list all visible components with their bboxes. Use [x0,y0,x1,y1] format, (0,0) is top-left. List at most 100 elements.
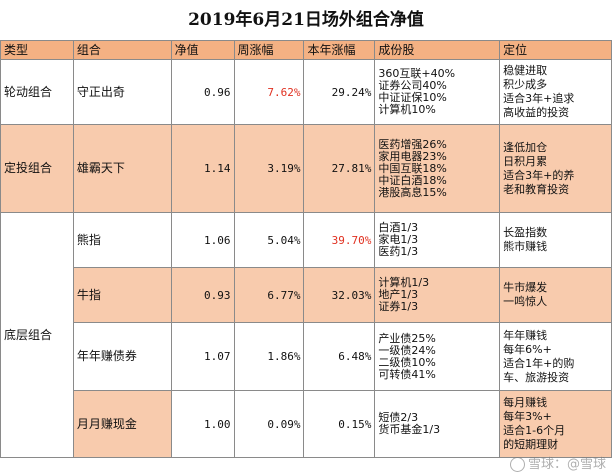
holding-item: 360互联+40% [378,67,456,80]
holding-item: 中证白酒18% [378,173,447,187]
holding-item: 货币基金1/3 [378,423,441,436]
holding-item: 医药1/3 [378,245,419,258]
nav-value: 1.06 [170,212,235,268]
ytd-change: 29.24% [303,59,376,125]
portfolio-name: 守正出奇 [72,59,172,125]
nav-value: 1.07 [170,322,235,391]
table-row: 底层组合 熊指 1.06 5.04% 39.70% 白酒1/3 家电1/3 医药… [0,212,612,458]
table-row: 牛指 0.93 6.77% 32.03% 计算机1/3 地产1/3 证券1/3 … [1,267,612,323]
nav-value: 0.96 [170,59,235,125]
holding-item: 计算机1/3 [378,276,430,289]
ytd-change: 0.15% [303,390,376,458]
header-portfolio: 组合 [72,40,172,60]
table-row: 定投组合 雄霸天下 1.14 3.19% 27.81% 医药增强26% 家用电器… [0,124,612,213]
ytd-change: 32.03% [303,267,376,323]
portfolio-name: 年年赚债券 [72,322,172,391]
holdings-cell: 短债2/3 货币基金1/3 [374,390,501,458]
week-change: 5.04% [233,212,305,268]
header-type: 类型 [0,40,74,60]
position-line: 车、旅游投资 [503,370,570,384]
position-line: 稳健进取 [503,64,548,77]
nav-value: 0.93 [170,267,235,323]
positioning-cell: 长盈指数 熊市赚钱 [499,212,612,268]
holdings-cell: 医药增强26% 家用电器23% 中国互联18% 中证白酒18% 港股高息15% [374,124,501,213]
portfolio-name: 熊指 [72,212,172,268]
positioning-cell: 逢低加仓 日积月累 适合3年+的养 老和教育投资 [499,124,612,213]
week-change: 3.19% [233,124,305,213]
holding-item: 中国互联18% [378,161,447,175]
watermark: 雪球：@雪球 [509,453,606,472]
table-row: 年年赚债券 1.07 1.86% 6.48% 产业债25% 一级债24% 二级债… [1,322,612,391]
position-line: 适合3年+的养 [503,168,575,182]
position-line: 适合1年+的购 [503,356,575,370]
ytd-change: 39.70% [303,212,376,268]
holding-item: 计算机10% [378,103,436,116]
position-line: 适合1-6个月 [503,424,566,437]
holding-item: 一级债24% [378,343,436,357]
position-line: 每年6%+ [503,342,552,356]
table-title: 2019年6月21日场外组合净值 [188,10,424,30]
positioning-cell: 牛市爆发 一鸣惊人 [499,267,612,323]
portfolio-name: 牛指 [72,267,172,323]
holding-item: 证券1/3 [378,300,419,313]
week-change: 6.77% [233,267,305,323]
holding-item: 短债2/3 [378,411,419,424]
header-week-change: 周涨幅 [233,40,305,60]
holdings-cell: 360互联+40% 证券公司40% 中证证保10% 计算机10% [374,59,501,125]
header-ytd-change: 本年涨幅 [303,40,376,60]
holding-item: 可转债41% [378,367,436,381]
positioning-cell: 年年赚钱 每年6%+ 适合1年+的购 车、旅游投资 [499,322,612,391]
holding-item: 产业债25% [378,331,436,345]
nav-value: 1.00 [170,390,235,458]
holding-item: 证券公司40% [378,79,447,92]
week-change: 7.62% [233,59,305,125]
holding-item: 港股高息15% [378,185,447,199]
table-row: 月月赚现金 1.00 0.09% 0.15% 短债2/3 货币基金1/3 每月赚… [1,390,612,458]
header-row: 类型 组合 净值 周涨幅 本年涨幅 成份股 定位 [0,40,612,60]
positioning-cell: 每月赚钱 每年3%+ 适合1-6个月 的短期理财 [499,390,612,458]
header-holdings: 成份股 [374,40,501,60]
position-line: 积少成多 [503,78,548,91]
position-line: 的短期理财 [503,438,559,451]
position-line: 每年3%+ [503,410,552,423]
position-line: 长盈指数 [503,226,548,239]
holdings-cell: 白酒1/3 家电1/3 医药1/3 [374,212,501,268]
ytd-change: 27.81% [303,124,376,213]
header-positioning: 定位 [499,40,612,60]
holding-item: 家电1/3 [378,233,419,246]
category-cell: 底层组合 [0,212,74,458]
position-line: 高收益的投资 [503,106,570,119]
position-line: 老和教育投资 [503,182,570,196]
week-change: 0.09% [233,390,305,458]
snowball-logo-icon [509,457,525,472]
portfolio-table: 类型 组合 净值 周涨幅 本年涨幅 成份股 定位 轮动组合 守正出奇 0.96 … [0,40,612,458]
positioning-cell: 稳健进取 积少成多 适合3年+追求 高收益的投资 [499,59,612,125]
category-cell: 定投组合 [0,124,74,213]
position-line: 熊市赚钱 [503,240,548,253]
holding-item: 地产1/3 [378,288,419,301]
portfolio-name: 月月赚现金 [72,390,172,458]
portfolio-name: 雄霸天下 [72,124,172,213]
holding-item: 家用电器23% [378,149,447,163]
holdings-cell: 产业债25% 一级债24% 二级债10% 可转债41% [374,322,501,391]
holdings-cell: 计算机1/3 地产1/3 证券1/3 [374,267,501,323]
position-line: 牛市爆发 [503,281,548,294]
week-change: 1.86% [233,322,305,391]
ytd-change: 6.48% [303,322,376,391]
holding-item: 中证证保10% [378,91,447,104]
position-line: 逢低加仓 [503,140,548,154]
nav-value: 1.14 [170,124,235,213]
position-line: 每月赚钱 [503,396,548,409]
watermark-text: 雪球：@雪球 [527,457,606,472]
holding-item: 二级债10% [378,355,436,369]
position-line: 年年赚钱 [503,328,548,342]
table-row: 轮动组合 守正出奇 0.96 7.62% 29.24% 360互联+40% 证券… [0,59,612,125]
holding-item: 医药增强26% [378,137,447,151]
position-line: 日积月累 [503,154,548,168]
holding-item: 白酒1/3 [378,221,419,234]
category-cell: 轮动组合 [0,59,74,125]
position-line: 一鸣惊人 [503,295,548,308]
position-line: 适合3年+追求 [503,92,575,105]
header-nav: 净值 [170,40,235,60]
